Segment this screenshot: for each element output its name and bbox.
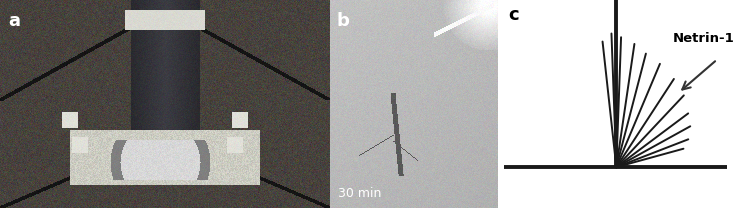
Text: a: a bbox=[8, 12, 20, 30]
Text: 30 min: 30 min bbox=[338, 187, 381, 200]
Text: c: c bbox=[508, 6, 519, 24]
Text: Netrin-1: Netrin-1 bbox=[673, 32, 734, 45]
Text: b: b bbox=[337, 12, 350, 30]
